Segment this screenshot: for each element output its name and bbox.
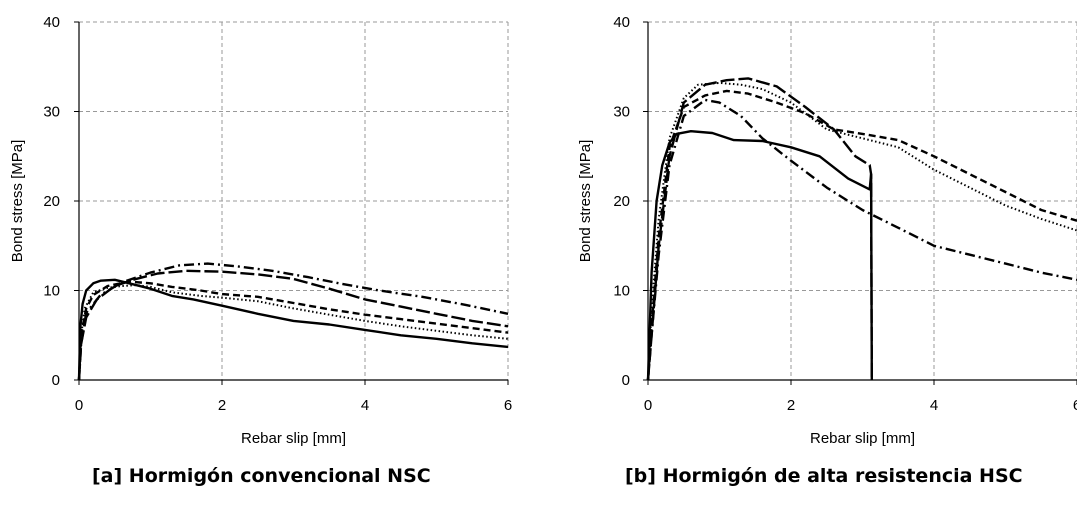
series-line-solid xyxy=(646,129,873,381)
y-tick-label: 40 xyxy=(43,14,60,31)
y-axis-label: Bond stress [MPa] xyxy=(577,140,594,263)
chart-a-svg: 0 10 20 30 40 0 2 4 6 Rebar slip [mm] Bond stress … xyxy=(9,14,512,447)
x-tick-label: 2 xyxy=(787,397,795,414)
series-line-dotted xyxy=(647,81,1077,381)
series-line-long-dash xyxy=(646,77,873,381)
series-line-dashed xyxy=(77,280,509,381)
x-tick-label: 0 xyxy=(75,397,83,414)
series-line-dotted xyxy=(78,284,509,381)
y-tick-label: 20 xyxy=(613,193,630,210)
x-tick-label: 0 xyxy=(644,397,652,414)
chart-b-caption: [b] Hormigón de alta resistencia HSC xyxy=(625,465,1023,487)
series-line-solid xyxy=(77,278,509,381)
series-line-dashed xyxy=(646,89,1077,381)
chart-b-svg: 0 10 20 30 40 0 2 4 6 Rebar slip [mm] Bond stress … xyxy=(577,14,1077,447)
y-tick-label: 0 xyxy=(622,372,630,389)
y-tick-label: 20 xyxy=(43,193,60,210)
y-tick-label: 40 xyxy=(613,14,630,31)
chart-panel-a: 0 10 20 30 40 0 2 4 6 Rebar slip [mm] Bond stress … xyxy=(9,14,512,447)
y-tick-label: 30 xyxy=(43,104,60,121)
y-tick-label: 30 xyxy=(613,104,630,121)
x-tick-label: 4 xyxy=(361,397,369,414)
x-tick-label: 6 xyxy=(1073,397,1077,414)
y-axis-label: Bond stress [MPa] xyxy=(9,140,26,263)
chart-panel-b: 0 10 20 30 40 0 2 4 6 Rebar slip [mm] Bond stress … xyxy=(570,0,1077,515)
x-tick-label: 6 xyxy=(504,397,512,414)
x-axis-label: Rebar slip [mm] xyxy=(241,430,346,447)
series-line-dash-dot xyxy=(646,98,1077,381)
series-line-long-dash xyxy=(77,269,509,381)
x-tick-label: 2 xyxy=(218,397,226,414)
x-axis-label: Rebar slip [mm] xyxy=(810,430,915,447)
y-tick-label: 10 xyxy=(43,283,60,300)
y-tick-label: 0 xyxy=(52,372,60,389)
chart-a-caption: [a] Hormigón convencional NSC xyxy=(92,465,431,487)
y-tick-label: 10 xyxy=(613,283,630,300)
x-tick-label: 4 xyxy=(930,397,938,414)
